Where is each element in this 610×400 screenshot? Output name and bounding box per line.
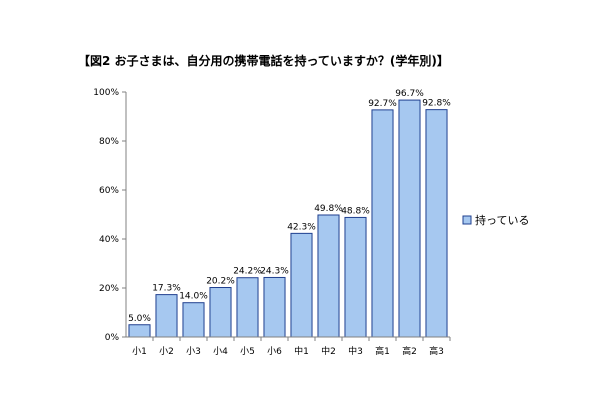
bar-7	[290, 232, 313, 338]
data-label-12: 92.8%	[422, 99, 451, 109]
x-tick-label-12: 高3	[429, 345, 444, 357]
y-tick-label: 100%	[93, 88, 119, 98]
x-tick-label-8: 中2	[321, 345, 336, 357]
bar-10	[371, 109, 394, 338]
x-tick-label-7: 中1	[294, 345, 309, 357]
y-tick-label: 80%	[99, 137, 119, 147]
y-tick-label: 20%	[99, 284, 119, 294]
bar-4	[209, 287, 232, 338]
x-tick-label-3: 小3	[186, 346, 201, 357]
chart-title: 【図2 お子さまは、自分用の携帯電話を持っていますか？(学年別)】	[78, 54, 449, 68]
x-axis: 小1 小2 小3 小4 小5 小6 中1 中2 中3 高1 高2 高3	[126, 336, 451, 357]
bar-11	[398, 99, 421, 338]
bar-1	[128, 324, 151, 338]
x-tick-label-6: 小6	[267, 346, 282, 357]
legend: 持っている	[462, 213, 529, 227]
legend-label: 持っている	[475, 213, 529, 227]
x-tick-label-2: 小2	[159, 346, 174, 357]
data-label-6: 24.3%	[260, 266, 289, 276]
legend-swatch	[462, 215, 472, 225]
y-tick-label: 40%	[99, 235, 119, 245]
data-label-5: 24.2%	[233, 267, 262, 277]
data-label-1: 5.0%	[128, 314, 151, 324]
bar-5	[236, 277, 259, 338]
data-label-10: 92.7%	[368, 99, 397, 109]
data-label-7: 42.3%	[287, 222, 316, 232]
y-tick-label: 0%	[105, 333, 120, 343]
data-label-9: 48.8%	[341, 206, 370, 216]
bar-9	[344, 216, 367, 338]
data-label-11: 96.7%	[395, 89, 424, 99]
x-tick-label-1: 小1	[132, 346, 147, 357]
x-tick-label-11: 高2	[402, 345, 417, 357]
data-label-8: 49.8%	[314, 204, 343, 214]
bars: 5.0% 17.3%14.0% 20.2%24.2%24.3% 42.3% 49.8%4…	[128, 89, 451, 338]
bar-8	[317, 214, 340, 338]
y-tick-label: 60%	[99, 186, 119, 196]
bar-3	[182, 302, 205, 338]
x-tick-label-5: 小5	[240, 346, 255, 357]
data-label-4: 20.2%	[206, 277, 235, 287]
bar-12	[425, 109, 448, 338]
bar-6	[263, 276, 286, 338]
x-tick-label-10: 高1	[375, 345, 390, 357]
y-axis: 0% 20% 40% 60% 80% 100%	[93, 88, 127, 343]
data-label-3: 14.0%	[179, 292, 208, 302]
data-label-2: 17.3%	[152, 284, 181, 294]
x-tick-label-4: 小4	[213, 346, 228, 357]
x-tick-label-9: 中3	[348, 345, 363, 357]
bar-2	[155, 294, 178, 338]
